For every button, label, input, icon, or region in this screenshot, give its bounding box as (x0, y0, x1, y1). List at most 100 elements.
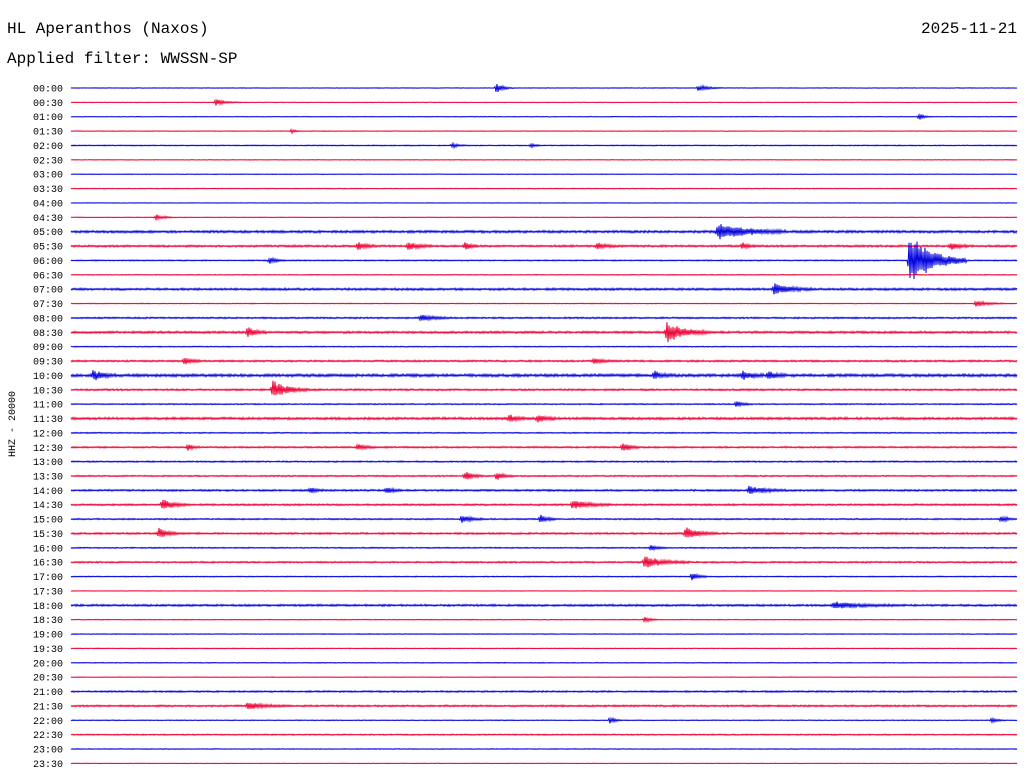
trace-line (70, 241, 1018, 280)
trace-line (70, 460, 1018, 464)
trace-line (70, 314, 1018, 323)
time-label: 07:00 (33, 286, 63, 297)
trace-line (70, 762, 1018, 765)
trace-line (70, 242, 1018, 251)
time-label: 09:00 (33, 343, 63, 354)
trace-line (70, 661, 1018, 664)
trace-line (70, 173, 1018, 176)
trace-line (70, 414, 1018, 423)
time-label-group: 00:00 00:30 01:00 01:30 02:00 02:30 03:00 03:30… (33, 85, 63, 771)
trace-line (70, 370, 1018, 381)
trace-line (70, 572, 1018, 581)
trace-line (70, 701, 1018, 710)
trace-line (70, 733, 1018, 737)
trace-line (70, 616, 1018, 624)
time-label: 21:30 (33, 702, 63, 713)
trace-line (70, 202, 1018, 204)
time-label: 14:00 (33, 487, 63, 498)
time-label: 12:30 (33, 444, 63, 455)
time-label: 02:30 (33, 156, 63, 167)
trace-line (70, 98, 1018, 106)
trace-line (70, 141, 1018, 150)
trace-line (70, 300, 1018, 308)
station-title: HL Aperanthos (Naxos) (7, 20, 209, 38)
time-label: 02:00 (33, 142, 63, 153)
time-label: 09:30 (33, 358, 63, 369)
time-label: 05:30 (33, 243, 63, 254)
time-label: 19:30 (33, 645, 63, 656)
trace-line (70, 214, 1018, 222)
time-label: 16:00 (33, 544, 63, 555)
trace-line (70, 633, 1018, 636)
time-label: 13:00 (33, 458, 63, 469)
trace-line (70, 357, 1018, 365)
trace-line (70, 224, 1018, 240)
trace-line (70, 747, 1018, 751)
trace-line (70, 283, 1018, 295)
trace-line (70, 556, 1018, 568)
trace-line (70, 112, 1018, 120)
time-label: 18:00 (33, 602, 63, 613)
channel-label: HHZ - 20000 (8, 391, 19, 457)
time-label: 04:30 (33, 214, 63, 225)
trace-line (70, 545, 1018, 552)
time-label: 23:30 (33, 760, 63, 771)
time-label: 06:00 (33, 257, 63, 268)
trace-line (70, 158, 1018, 161)
time-label: 18:30 (33, 616, 63, 627)
time-label: 10:30 (33, 386, 63, 397)
trace-line (70, 514, 1018, 523)
trace-line (70, 187, 1018, 190)
trace-line (70, 472, 1018, 480)
trace-line (70, 431, 1018, 435)
time-label: 16:30 (33, 559, 63, 570)
time-label: 06:30 (33, 271, 63, 282)
time-label: 00:30 (33, 99, 63, 110)
trace-line (70, 485, 1018, 494)
trace-line (70, 83, 1018, 92)
trace-line (70, 380, 1018, 396)
date-label: 2025-11-21 (920, 20, 1017, 38)
trace-line (70, 500, 1018, 509)
time-label: 03:30 (33, 185, 63, 196)
time-label: 11:30 (33, 415, 63, 426)
time-label: 00:00 (33, 85, 63, 96)
time-label: 21:00 (33, 688, 63, 699)
time-label: 07:30 (33, 300, 63, 311)
trace-group (70, 83, 1018, 765)
time-label: 23:00 (33, 746, 63, 757)
time-label: 20:00 (33, 659, 63, 670)
filter-label: Applied filter: WWSSN-SP (7, 50, 238, 68)
time-label: 19:00 (33, 631, 63, 642)
time-label: 22:30 (33, 731, 63, 742)
trace-line (70, 322, 1018, 343)
trace-line (70, 716, 1018, 725)
time-label: 15:30 (33, 530, 63, 541)
time-label: 05:00 (33, 228, 63, 239)
trace-line (70, 401, 1018, 408)
time-label: 22:00 (33, 717, 63, 728)
trace-line (70, 676, 1018, 679)
trace-line (70, 689, 1018, 694)
trace-line (70, 128, 1018, 135)
trace-line (70, 273, 1018, 276)
time-label: 01:30 (33, 128, 63, 139)
trace-line (70, 601, 1018, 609)
time-label: 17:00 (33, 573, 63, 584)
trace-line (70, 590, 1018, 592)
time-label: 20:30 (33, 674, 63, 685)
time-label: 10:00 (33, 372, 63, 383)
time-label: 14:30 (33, 501, 63, 512)
time-label: 12:00 (33, 429, 63, 440)
time-label: 15:00 (33, 516, 63, 527)
time-label: 11:00 (33, 401, 63, 412)
time-label: 08:30 (33, 329, 63, 340)
time-label: 03:00 (33, 171, 63, 182)
trace-line (70, 647, 1018, 650)
trace-line (70, 345, 1018, 348)
time-label: 01:00 (33, 113, 63, 124)
time-label: 08:00 (33, 314, 63, 325)
time-label: 17:30 (33, 587, 63, 598)
time-label: 13:30 (33, 472, 63, 483)
